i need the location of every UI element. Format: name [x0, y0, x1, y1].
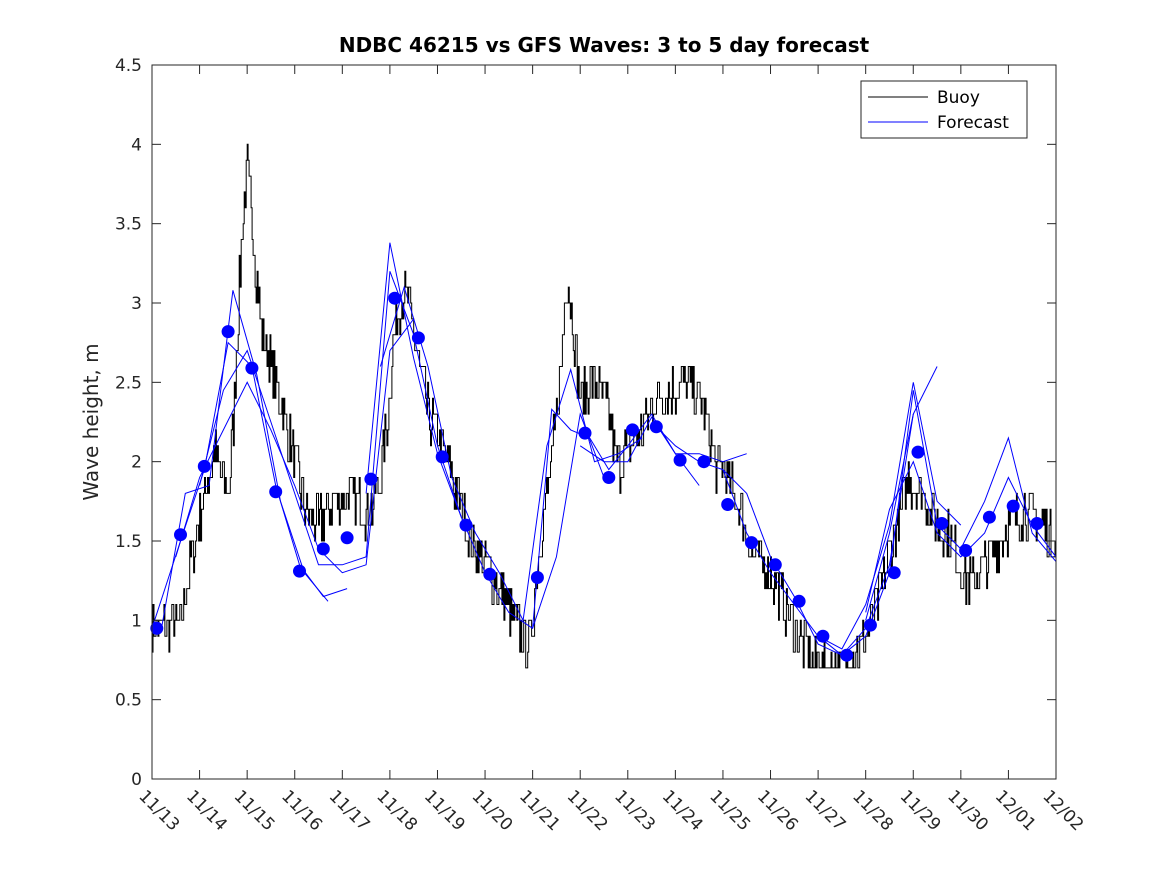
x-tick-label: 11/17: [325, 786, 374, 835]
x-tick-label: 11/14: [182, 786, 231, 835]
plot-area: [152, 65, 1056, 779]
forecast-point: [697, 455, 711, 469]
forecast-point: [721, 498, 735, 511]
x-tick-label: 11/16: [277, 786, 326, 835]
x-tick-label: 12/02: [1038, 786, 1087, 835]
forecast-point: [959, 544, 973, 557]
forecast-run-line-13: [865, 366, 938, 621]
x-tick-label: 11/19: [420, 786, 469, 835]
chart-title: NDBC 46215 vs GFS Waves: 3 to 5 day fore…: [339, 33, 870, 57]
forecast-point: [863, 618, 877, 632]
forecast-point: [816, 629, 830, 643]
forecast-point: [840, 648, 854, 662]
forecast-run-line-10: [722, 382, 962, 650]
forecast-point: [768, 558, 782, 572]
forecast-point: [174, 528, 187, 542]
y-tick-label: 1: [131, 611, 142, 631]
forecast-point: [459, 518, 473, 532]
y-tick-label: 2: [131, 453, 142, 473]
forecast-point: [150, 621, 164, 635]
y-tick-label: 0: [131, 770, 142, 790]
x-tick-label: 11/23: [610, 786, 659, 835]
y-tick-label: 3.5: [115, 215, 142, 235]
forecast-run-line-6: [379, 285, 643, 622]
x-tick-label: 11/27: [801, 786, 850, 835]
x-tick-label: 11/29: [896, 786, 945, 835]
forecast-point: [982, 510, 996, 524]
y-tick-label: 0.5: [115, 691, 142, 711]
forecast-run-line-2: [161, 290, 329, 629]
forecast-point: [197, 459, 211, 473]
forecast-run-line-3: [175, 318, 415, 574]
forecast-point: [578, 426, 592, 440]
x-tick-label: 11/22: [563, 786, 612, 835]
forecast-point: [935, 517, 949, 530]
forecast-point: [792, 594, 806, 608]
forecast-point: [411, 331, 425, 345]
forecast-point: [340, 531, 354, 545]
forecast-run-line-7: [532, 408, 700, 629]
forecast-point: [602, 471, 616, 484]
forecast-point: [269, 485, 283, 499]
forecast-point: [649, 420, 663, 434]
x-tick-label: 11/30: [943, 786, 992, 835]
forecast-run-line-9: [651, 414, 914, 656]
forecast-point: [745, 536, 758, 550]
forecast-point: [887, 566, 901, 580]
legend-box: [860, 80, 1028, 139]
y-tick-label: 4: [131, 135, 142, 155]
forecast-point: [388, 291, 402, 305]
x-tick-label: 11/25: [705, 786, 754, 835]
forecast-run-line-8: [579, 416, 747, 463]
legend: Buoy Forecast: [860, 80, 1028, 139]
x-tick-label: 11/20: [468, 786, 517, 835]
forecast-point: [293, 564, 306, 578]
forecast-point: [435, 450, 449, 464]
legend-forecast-label: Forecast: [937, 113, 1009, 133]
legend-buoy-label: Buoy: [937, 88, 980, 108]
forecast-point: [1030, 517, 1044, 530]
forecast-point: [530, 571, 544, 584]
forecast-point: [245, 361, 259, 375]
forecast-point: [626, 423, 639, 437]
series-layer: [150, 143, 1057, 669]
x-tick-label: 11/21: [515, 786, 564, 835]
forecast-point: [911, 445, 925, 459]
y-axis-label: Wave height, m: [79, 343, 103, 500]
forecast-point: [364, 472, 378, 486]
y-tick-label: 3: [131, 294, 142, 314]
y-tick-label: 4.5: [115, 56, 142, 76]
forecast-point: [316, 542, 330, 556]
x-tick-label: 11/26: [753, 786, 802, 835]
forecast-run-line-4: [199, 271, 462, 566]
x-tick-label: 11/28: [848, 786, 897, 835]
x-tick-label: 11/24: [658, 786, 707, 835]
forecast-point: [673, 453, 687, 467]
forecast-point: [1006, 499, 1020, 513]
y-tick-label: 2.5: [115, 373, 142, 393]
axes-frame: [151, 64, 1057, 780]
y-tick-label: 1.5: [115, 532, 142, 552]
forecast-point: [221, 325, 235, 339]
x-tick-label: 11/18: [372, 786, 421, 835]
forecast-point: [483, 567, 497, 581]
x-tick-label: 11/15: [230, 786, 279, 835]
x-tick-label: 11/13: [134, 786, 183, 835]
x-tick-label: 12/01: [991, 786, 1040, 835]
